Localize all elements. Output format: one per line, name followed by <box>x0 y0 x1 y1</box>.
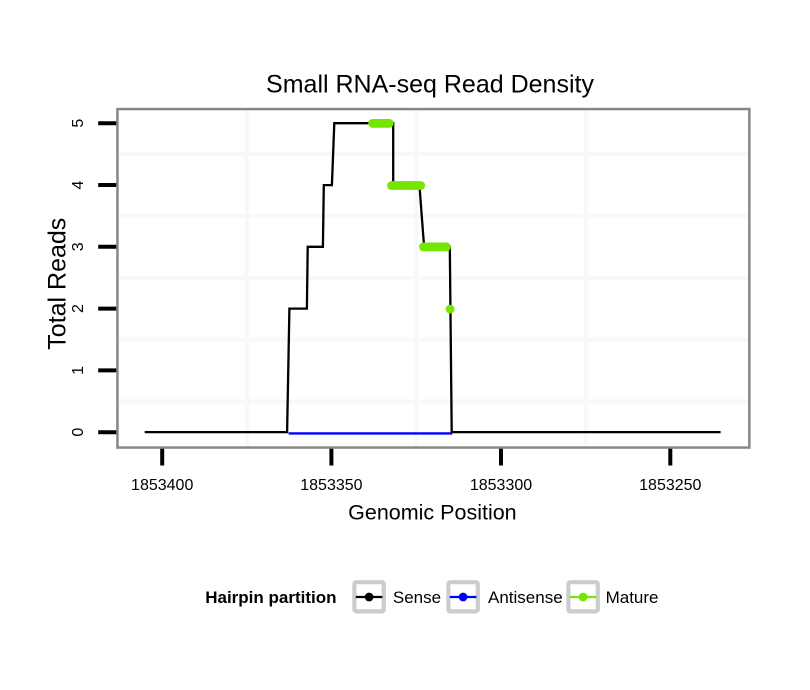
svg-text:Sense: Sense <box>393 588 441 607</box>
svg-text:1853350: 1853350 <box>300 477 362 494</box>
svg-text:2: 2 <box>70 304 87 313</box>
svg-text:1853300: 1853300 <box>470 477 532 494</box>
svg-text:3: 3 <box>70 242 87 251</box>
svg-text:Mature: Mature <box>606 588 659 607</box>
svg-text:1853400: 1853400 <box>131 477 193 494</box>
svg-text:5: 5 <box>70 119 87 128</box>
svg-text:1: 1 <box>70 366 87 375</box>
svg-text:Antisense: Antisense <box>488 588 563 607</box>
svg-text:4: 4 <box>70 180 87 189</box>
svg-text:Hairpin partition: Hairpin partition <box>205 588 336 607</box>
svg-text:Small RNA-seq Read Density: Small RNA-seq Read Density <box>266 70 594 98</box>
svg-text:0: 0 <box>70 428 87 437</box>
svg-text:Genomic Position: Genomic Position <box>348 501 517 525</box>
svg-text:Total Reads: Total Reads <box>44 218 72 350</box>
svg-text:1853250: 1853250 <box>639 477 701 494</box>
